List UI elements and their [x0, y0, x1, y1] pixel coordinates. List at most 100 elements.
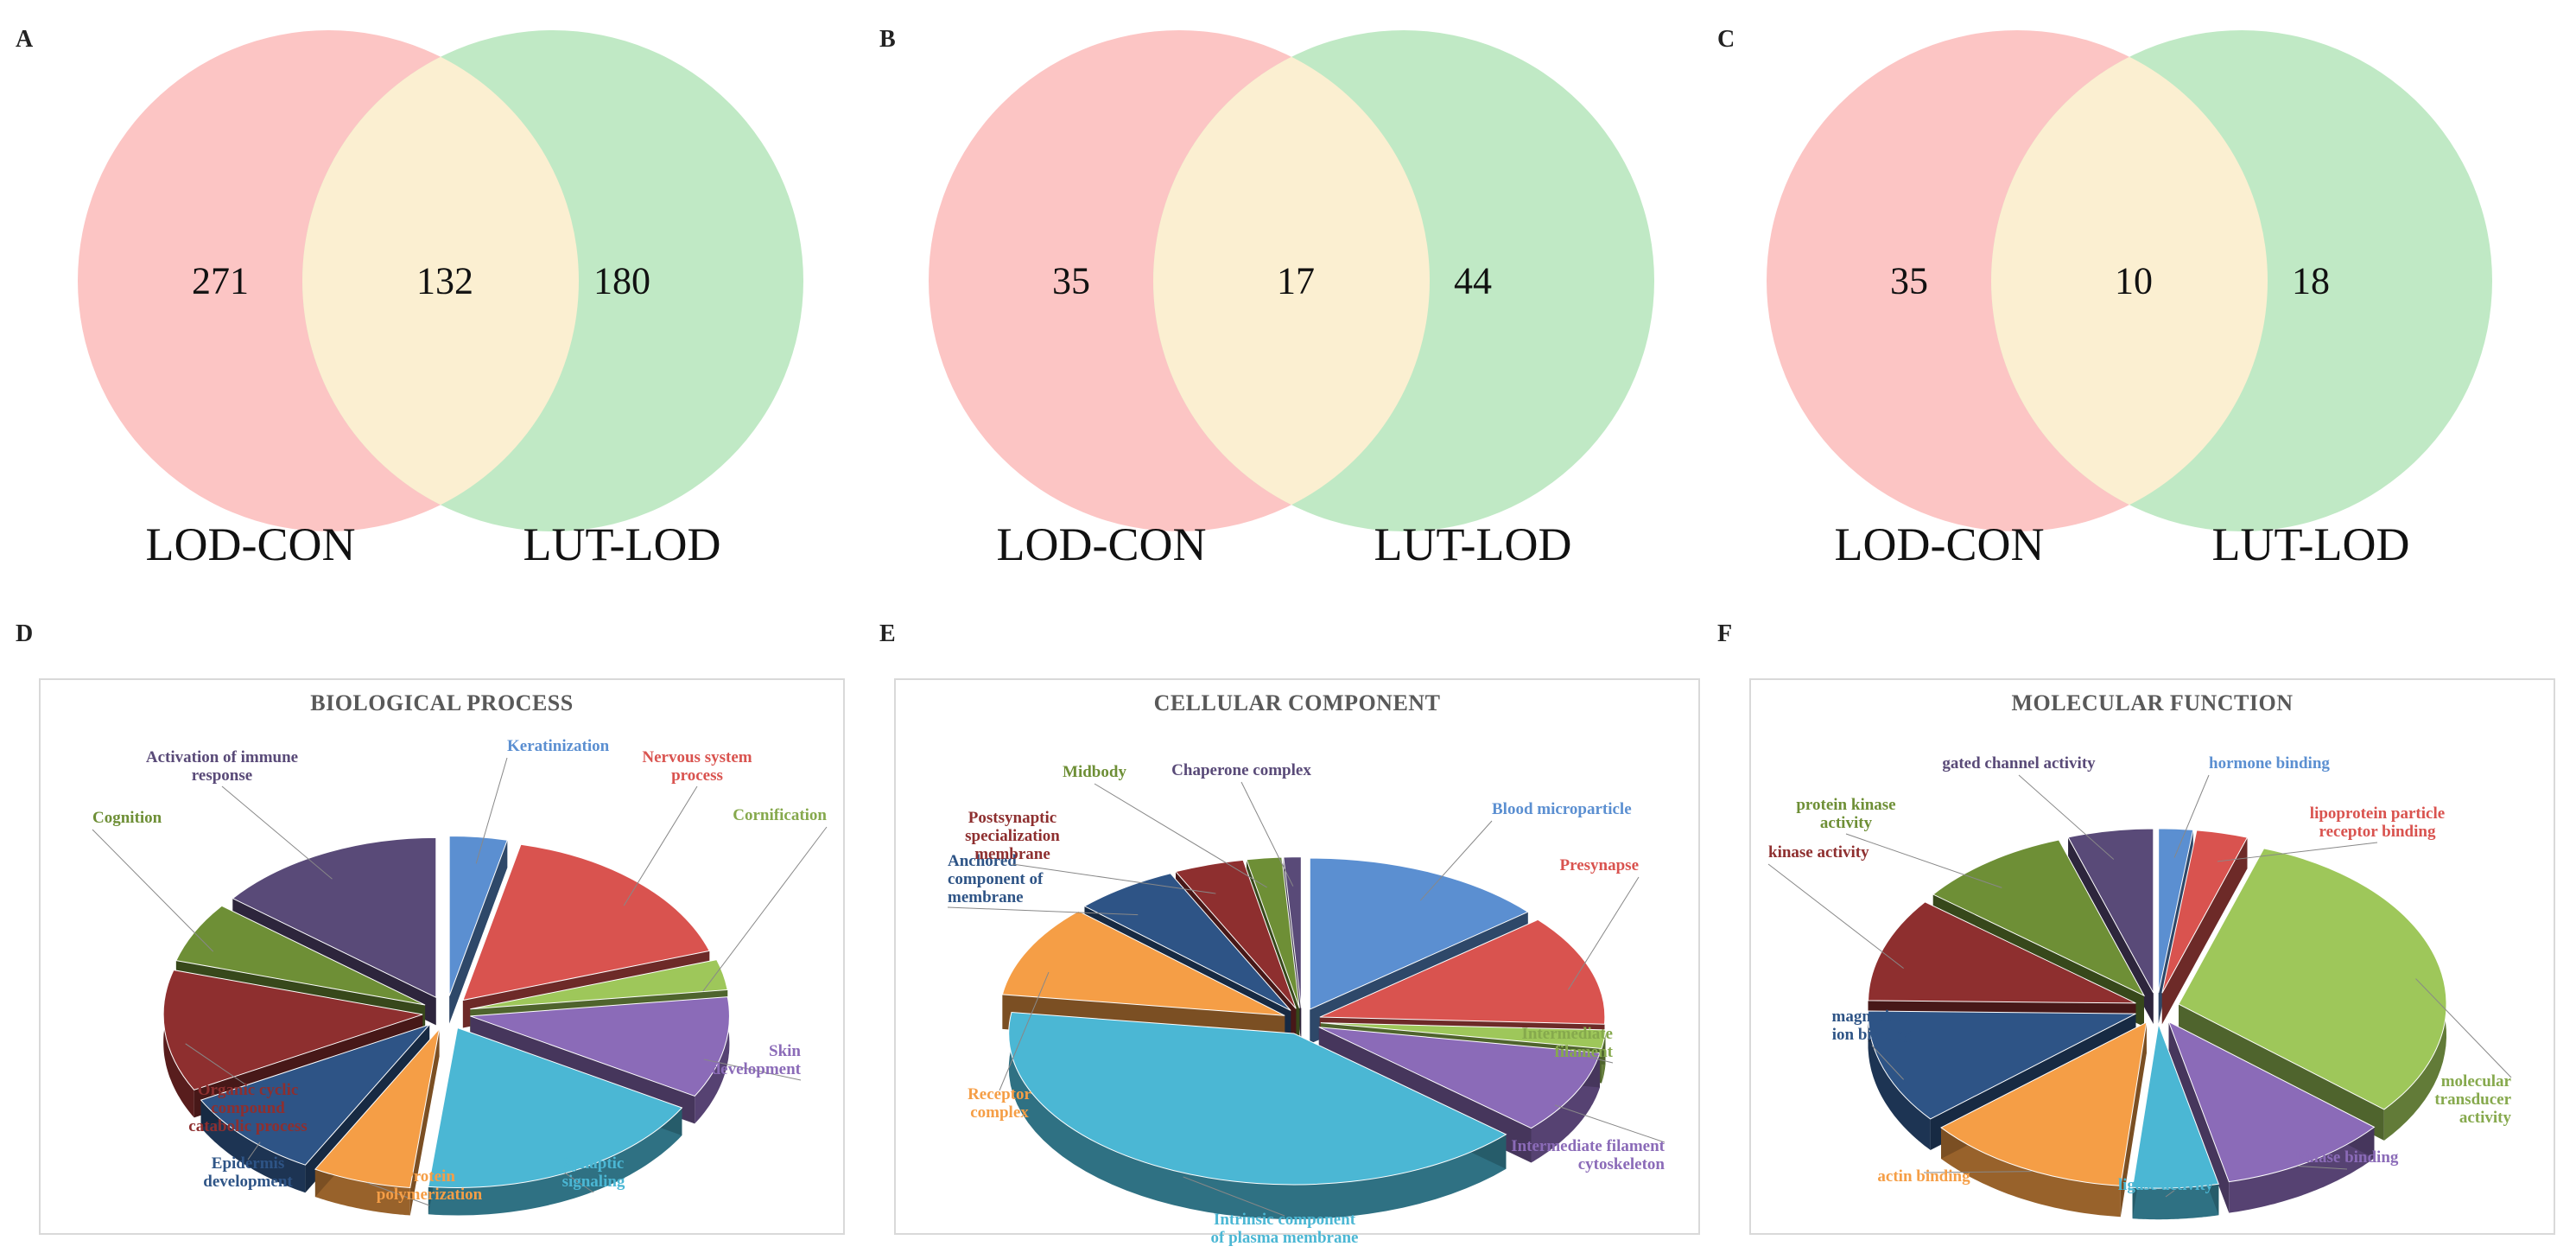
- venn-overlap-region: [1153, 56, 1430, 506]
- venn-right-label: LUT-LOD: [2211, 518, 2410, 570]
- pie-slice-label: molecular transducer activity: [2434, 1072, 2511, 1127]
- panel-letter-b: B: [879, 26, 896, 53]
- pie-leader-line: [2165, 1190, 2175, 1198]
- pie-leader-line: [623, 785, 698, 906]
- pie-slice-top: [1083, 873, 1291, 1011]
- venn-right-label: LUT-LOD: [1374, 518, 1572, 570]
- pie-leader-line: [999, 971, 1050, 1091]
- pie-slice-top: [162, 970, 423, 1090]
- pie-slice-label: hormone binding: [2209, 754, 2330, 773]
- pie-slice-top: [175, 905, 426, 1006]
- pie-slice-wall: [314, 1169, 410, 1216]
- pie-slice-label: Organic cyclic compound catabolic process: [188, 1081, 307, 1135]
- pie-slice-top: [2158, 828, 2194, 993]
- pie-leader-line: [2415, 978, 2512, 1078]
- pie-leader-line: [185, 1043, 249, 1087]
- pie-slice-top: [1940, 1021, 2148, 1186]
- venn-overlap-count: 132: [416, 259, 473, 302]
- pie-slice-top: [470, 996, 730, 1097]
- pie-slice-label: Midbody: [1063, 763, 1126, 781]
- pie-leader-line: [1767, 863, 1904, 970]
- pie-leader-line: [221, 785, 333, 880]
- pie-slice: [428, 1027, 683, 1216]
- pie-slice: [1940, 1021, 2148, 1218]
- pie-chart-svg: hormone binding lipoprotein particle recep…: [1767, 754, 2512, 1220]
- pie-slice-edge: [2161, 837, 2248, 1025]
- pie-slice-top: [314, 1027, 441, 1189]
- pie-slice-wall: [1941, 1128, 2121, 1218]
- venn-left-only-count: 271: [192, 259, 249, 302]
- pie-title: CELLULAR COMPONENT: [1153, 690, 1441, 715]
- pie-slice-label: Postsynaptic specialization membrane: [965, 809, 1060, 863]
- pie-slice-label: actin binding: [1877, 1167, 1970, 1186]
- pie-slice-wall: [1531, 1052, 1600, 1163]
- pie-title: MOLECULAR FUNCTION: [2011, 690, 2294, 715]
- pie-slice-top: [2132, 1022, 2220, 1189]
- venn-right-only-count: 44: [1454, 259, 1492, 302]
- pie-slice-wall: [1008, 1012, 1507, 1219]
- pie-leader-line: [1419, 820, 1493, 901]
- pie-slice-label: Synaptic signaling: [562, 1154, 625, 1191]
- pie-slice-top: [1246, 856, 1300, 1008]
- pie-slice-label: Anchored component of membrane: [948, 852, 1044, 906]
- pie-title: BIOLOGICAL PROCESS: [310, 690, 574, 715]
- pie-slice: [2167, 1021, 2376, 1213]
- panel-letter-a: A: [16, 26, 34, 53]
- venn-overlap-count: 17: [1277, 259, 1315, 302]
- pie-panel-biological-process: BIOLOGICAL PROCESS Keratinization Nervous…: [39, 678, 845, 1235]
- pie-slice-top: [232, 836, 437, 999]
- panel-letter-d: D: [16, 620, 34, 647]
- pie-slice-label: lipoprotein particle receptor binding: [2310, 804, 2445, 841]
- pie-leader-line: [1240, 781, 1294, 887]
- venn-diagram-b: 35 17 44 LOD-CON LUT-LOD: [929, 22, 1689, 575]
- pie-slice-label: Keratinization: [507, 737, 610, 755]
- pie-slice-label: kinase activity: [1768, 843, 1869, 862]
- pie-leader-line: [247, 1141, 261, 1160]
- pie-slice-top: [1868, 1010, 2136, 1120]
- pie-slice-label: protein kinase activity: [1796, 796, 1895, 832]
- pie-slice-top: [2167, 1021, 2376, 1183]
- pie-slice: [448, 836, 508, 1024]
- pie-slice-top: [1175, 859, 1297, 1009]
- venn-overlap-count: 10: [2115, 259, 2153, 302]
- pie-slice-top: [200, 1023, 431, 1166]
- pie-slice-top: [1001, 910, 1285, 1016]
- pie-slice-label: Nervous system process: [642, 748, 752, 785]
- pie-leader-line: [564, 1173, 594, 1193]
- pie-slice-label: Protein polymerization: [377, 1167, 483, 1204]
- pie-slice-wall: [695, 996, 730, 1124]
- pie-slice-top: [1320, 1022, 1607, 1050]
- pie-slice-label: magnesium ion binding: [1832, 1008, 1913, 1044]
- venn-left-label: LOD-CON: [996, 518, 1207, 570]
- pie-panel-cellular-component: CELLULAR COMPONENT Blood microparticle Pr…: [894, 678, 1700, 1247]
- pie-slice-edge: [2168, 1021, 2230, 1213]
- pie-slice-top: [1283, 856, 1302, 1008]
- pie-slice-label: Intrinsic component of plasma membrane: [1211, 1211, 1359, 1247]
- pie-slice-wall: [1868, 1011, 1931, 1150]
- venn-shapes: [1767, 30, 2492, 531]
- pie-leader-line: [475, 757, 508, 864]
- pie-leader-line: [2018, 774, 2115, 860]
- pie-leader-line: [367, 1182, 430, 1206]
- pie-chart-svg: Blood microparticle Presynapse Intermediat…: [947, 761, 1666, 1247]
- venn-left-label: LOD-CON: [145, 518, 356, 570]
- venn-diagram-c: 35 10 18 LOD-CON LUT-LOD: [1767, 22, 2527, 575]
- panel-letter-e: E: [879, 620, 896, 647]
- pie-slice-top: [470, 959, 728, 1010]
- pie-slice-edge: [409, 1028, 440, 1216]
- pie-slice: [314, 1027, 441, 1216]
- pie-slice-label: Intermediate filament: [1521, 1025, 1613, 1061]
- pie-leader-line: [1183, 1176, 1285, 1217]
- pie-slice-label: kinase binding: [2296, 1148, 2399, 1167]
- panel-letter-c: C: [1717, 26, 1735, 53]
- pie-leader-line: [2173, 774, 2210, 858]
- venn-right-label: LUT-LOD: [523, 518, 721, 570]
- pie-slice-label: Chaperone complex: [1171, 761, 1311, 779]
- pie-panel-molecular-function: MOLECULAR FUNCTION hormone binding lipopr…: [1749, 678, 2555, 1235]
- pie-leader-line: [1567, 876, 1640, 990]
- pie-chart-svg: Keratinization Nervous system process Corni…: [92, 737, 827, 1216]
- pie-slice-label: Cognition: [92, 809, 162, 827]
- pie-leader-line: [1094, 783, 1267, 888]
- pie-leader-line: [92, 829, 214, 952]
- pie-slice-edge: [2120, 1022, 2147, 1218]
